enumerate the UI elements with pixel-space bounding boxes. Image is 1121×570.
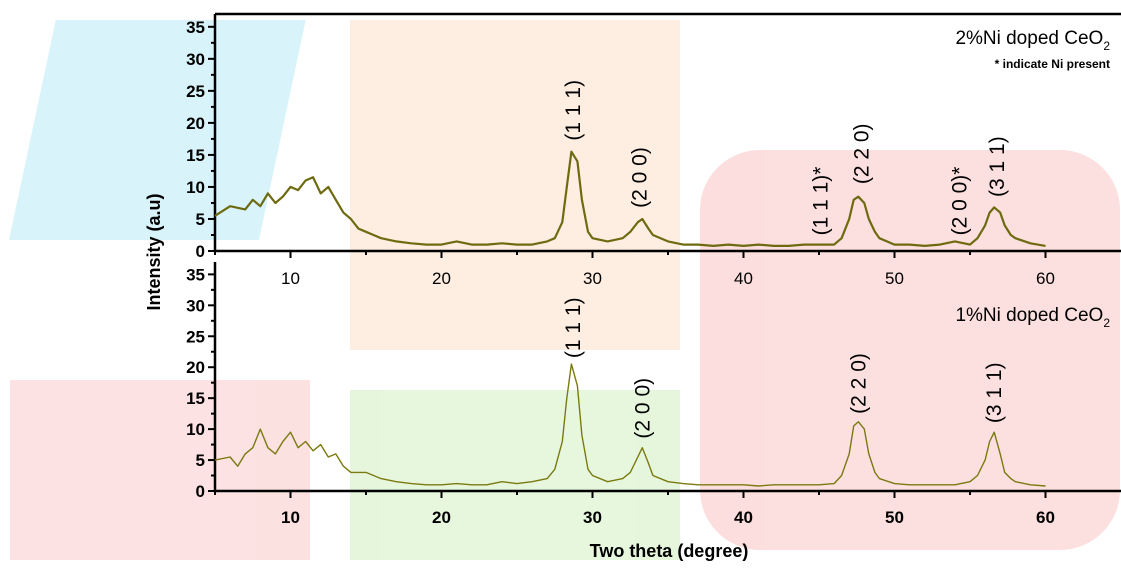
top-peak-label: (2 2 0): [850, 123, 873, 184]
bottom-peak-label: (1 1 1): [562, 297, 585, 358]
top-peak-label: (1 1 1): [562, 80, 585, 141]
top-y-tick-label: 30: [186, 50, 205, 69]
bottom-peak-label: (2 0 0): [631, 378, 654, 439]
top-y-tick-label: 10: [186, 178, 205, 197]
y-axis-title: Intensity (a.u): [144, 193, 164, 310]
bottom-x-tick-label: 20: [432, 508, 451, 527]
bottom-legend-subscript: 2: [1103, 316, 1110, 330]
top-y-tick-label: 0: [196, 242, 205, 261]
bottom-x-tick-label: 40: [734, 508, 753, 527]
top-y-tick-label: 25: [186, 82, 205, 101]
bottom-y-tick-label: 20: [186, 358, 205, 377]
bottom-peak-label: (3 1 1): [983, 362, 1006, 423]
top-y-tick-label: 5: [196, 210, 205, 229]
top-legend: 2%Ni doped CeO2: [955, 28, 1110, 53]
top-legend-label: 2%Ni doped CeO: [955, 28, 1103, 49]
top-x-tick-label: 10: [281, 269, 300, 288]
top-legend-subscript: 2: [1103, 39, 1110, 53]
top-peak-label: (2 0 0): [628, 147, 651, 208]
bottom-legend-label: 1%Ni doped CeO: [955, 305, 1103, 326]
top-y-tick-label: 20: [186, 114, 205, 133]
bottom-x-tick-label: 60: [1036, 508, 1055, 527]
bottom-y-tick-label: 10: [186, 420, 205, 439]
top-peak-label: (3 1 1): [986, 136, 1009, 197]
bottom-y-tick-label: 15: [186, 389, 205, 408]
bottom-peak-label: (2 2 0): [847, 353, 870, 414]
bottom-y-tick-label: 30: [186, 296, 205, 315]
watermark-pink-block: [10, 380, 310, 560]
top-note: * indicate Ni present: [995, 57, 1110, 71]
bottom-x-tick-label: 30: [583, 508, 602, 527]
bottom-x-tick-label: 50: [885, 508, 904, 527]
top-x-tick-label: 30: [583, 269, 602, 288]
bottom-y-tick-label: 25: [186, 327, 205, 346]
top-x-tick-label: 40: [734, 269, 753, 288]
bottom-x-tick-label: 10: [281, 508, 300, 527]
x-axis-title: Two theta (degree): [590, 541, 749, 561]
bottom-y-tick-label: 0: [196, 482, 205, 501]
bottom-y-tick-label: 35: [186, 265, 205, 284]
top-x-tick-label: 50: [885, 269, 904, 288]
bottom-y-tick-label: 5: [196, 451, 205, 470]
top-peak-label: (1 1 1)*: [810, 167, 833, 236]
top-x-tick-label: 60: [1036, 269, 1055, 288]
top-y-tick-label: 15: [186, 146, 205, 165]
top-x-tick-label: 20: [432, 269, 451, 288]
top-peak-label: (2 0 0)*: [948, 167, 971, 236]
top-y-tick-label: 35: [186, 18, 205, 37]
